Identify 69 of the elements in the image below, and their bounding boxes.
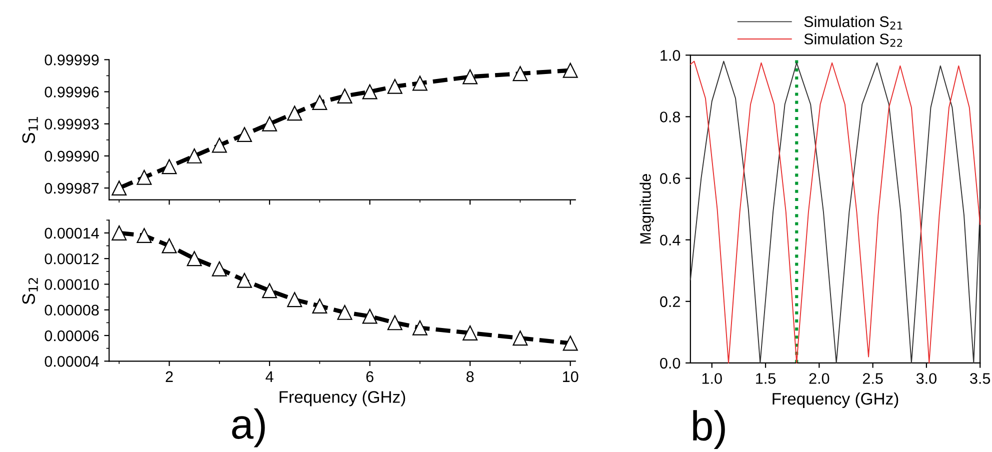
y-tick-label: 0.99996 bbox=[44, 86, 99, 98]
y-tick-label: 0.6 bbox=[660, 173, 680, 184]
point bbox=[136, 228, 152, 244]
point bbox=[362, 308, 378, 324]
point bbox=[312, 298, 328, 314]
point bbox=[287, 106, 302, 121]
y-axis-title: Magnitude bbox=[640, 174, 654, 244]
y-tick-label: 0.00004 bbox=[44, 356, 99, 367]
y-axis-title: S$_{11}$ bbox=[22, 117, 38, 144]
point bbox=[337, 304, 352, 320]
y-tick-label: 0.00014 bbox=[44, 228, 99, 239]
y-tick-label: 0.99993 bbox=[44, 118, 99, 130]
point bbox=[262, 116, 278, 132]
y-tick-label: 0.00010 bbox=[44, 279, 99, 290]
legend-label: Simulation S$_{21}$ bbox=[804, 16, 902, 30]
point bbox=[412, 320, 428, 336]
point bbox=[462, 69, 478, 84]
x-axis-title: Frequency (GHz) bbox=[280, 390, 406, 406]
point bbox=[287, 292, 302, 308]
point bbox=[312, 94, 328, 110]
y-tick-label: 0.00012 bbox=[44, 253, 99, 264]
point bbox=[387, 315, 402, 330]
x-tick-label: 3.5 bbox=[970, 373, 990, 384]
point bbox=[162, 238, 177, 254]
y-tick-label: 0.99999 bbox=[44, 54, 99, 66]
y-tick-label: 1.0 bbox=[660, 50, 680, 61]
point bbox=[212, 261, 227, 276]
x-tick-label: 6 bbox=[366, 371, 374, 382]
x-tick-label: 1.0 bbox=[702, 373, 722, 384]
x-tick-label: 8 bbox=[466, 371, 474, 382]
point bbox=[136, 170, 152, 185]
point bbox=[262, 283, 278, 298]
y-tick-label: 0.00006 bbox=[44, 330, 99, 342]
x-tick-label: 1.5 bbox=[756, 373, 776, 384]
legend-label: Simulation S$_{22}$ bbox=[804, 33, 902, 47]
y-tick-label: 0.8 bbox=[660, 112, 680, 122]
point bbox=[562, 62, 578, 78]
point bbox=[186, 148, 202, 164]
y-tick-label: 0.99990 bbox=[44, 150, 99, 162]
point bbox=[112, 225, 127, 240]
y-tick-label: 0.0 bbox=[660, 358, 680, 369]
y-tick-label: 0.00008 bbox=[44, 304, 99, 316]
point bbox=[512, 66, 528, 82]
y-tick-label: 0.4 bbox=[660, 234, 680, 246]
x-tick-label: 2.5 bbox=[862, 373, 883, 384]
y-axis-title: S$_{12}$ bbox=[22, 278, 38, 304]
y-tick-label: 0.2 bbox=[660, 296, 680, 308]
x-tick-label: 2.0 bbox=[809, 373, 830, 384]
x-axis-title: Frequency (GHz) bbox=[772, 392, 898, 408]
x-tick-label: 4 bbox=[266, 371, 274, 382]
point bbox=[512, 330, 528, 346]
point bbox=[112, 180, 127, 196]
x-tick-label: 2 bbox=[166, 371, 173, 382]
point bbox=[562, 336, 578, 351]
point bbox=[337, 88, 352, 104]
text: a) bbox=[232, 408, 265, 448]
point bbox=[162, 159, 177, 174]
y-tick-label: 0.99987 bbox=[44, 182, 99, 194]
point bbox=[236, 272, 252, 288]
point bbox=[462, 325, 478, 340]
point bbox=[362, 84, 378, 100]
x-tick-label: 10 bbox=[563, 371, 578, 382]
point bbox=[236, 127, 252, 142]
point bbox=[412, 76, 428, 91]
point bbox=[212, 138, 227, 153]
text: b) bbox=[693, 410, 725, 449]
x-tick-label: 3.0 bbox=[916, 373, 936, 384]
point bbox=[186, 251, 202, 266]
point bbox=[387, 78, 402, 94]
